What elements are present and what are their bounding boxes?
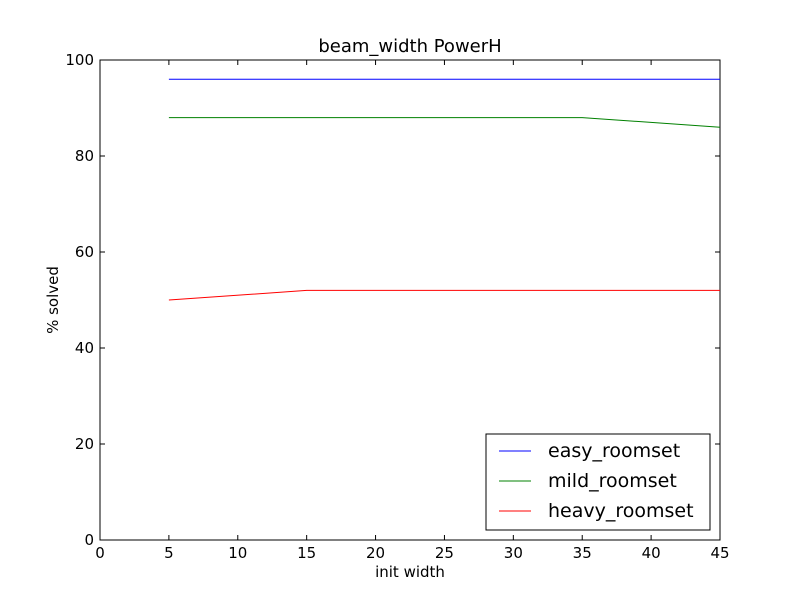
chart-title: beam_width PowerH <box>318 36 501 57</box>
y-axis-label: % solved <box>44 266 62 334</box>
legend-label-heavy: heavy_roomset <box>548 500 694 522</box>
y-tick-label: 60 <box>75 243 94 261</box>
x-tick-label: 5 <box>164 544 174 562</box>
series-lines <box>168 78 721 301</box>
y-axis: 0 20 40 60 80 100 <box>65 51 720 549</box>
series-line-mild-roomset <box>168 117 721 128</box>
x-tick-label: 10 <box>228 544 247 562</box>
x-tick-label: 45 <box>710 544 729 562</box>
x-tick-label: 0 <box>95 544 105 562</box>
legend-box <box>485 433 711 531</box>
x-tick-label: 15 <box>297 544 316 562</box>
x-tick-label: 20 <box>366 544 385 562</box>
x-tick-label: 35 <box>573 544 592 562</box>
series-line-heavy-roomset <box>168 289 720 301</box>
x-tick-label: 40 <box>642 544 661 562</box>
y-tick-label: 0 <box>84 531 94 549</box>
y-tick-label: 80 <box>75 147 94 165</box>
legend: easy_roomset mild_roomset heavy_roomset <box>485 433 711 531</box>
legend-label-mild: mild_roomset <box>548 470 677 492</box>
x-axis: 0 5 10 15 20 25 30 35 40 45 <box>95 60 730 562</box>
y-tick-label: 100 <box>65 51 94 69</box>
x-axis-label: init width <box>375 563 445 581</box>
x-tick-label: 25 <box>435 544 454 562</box>
legend-label-easy: easy_roomset <box>548 440 680 462</box>
y-tick-label: 20 <box>75 435 94 453</box>
x-tick-label: 30 <box>504 544 523 562</box>
y-tick-label: 40 <box>75 339 94 357</box>
